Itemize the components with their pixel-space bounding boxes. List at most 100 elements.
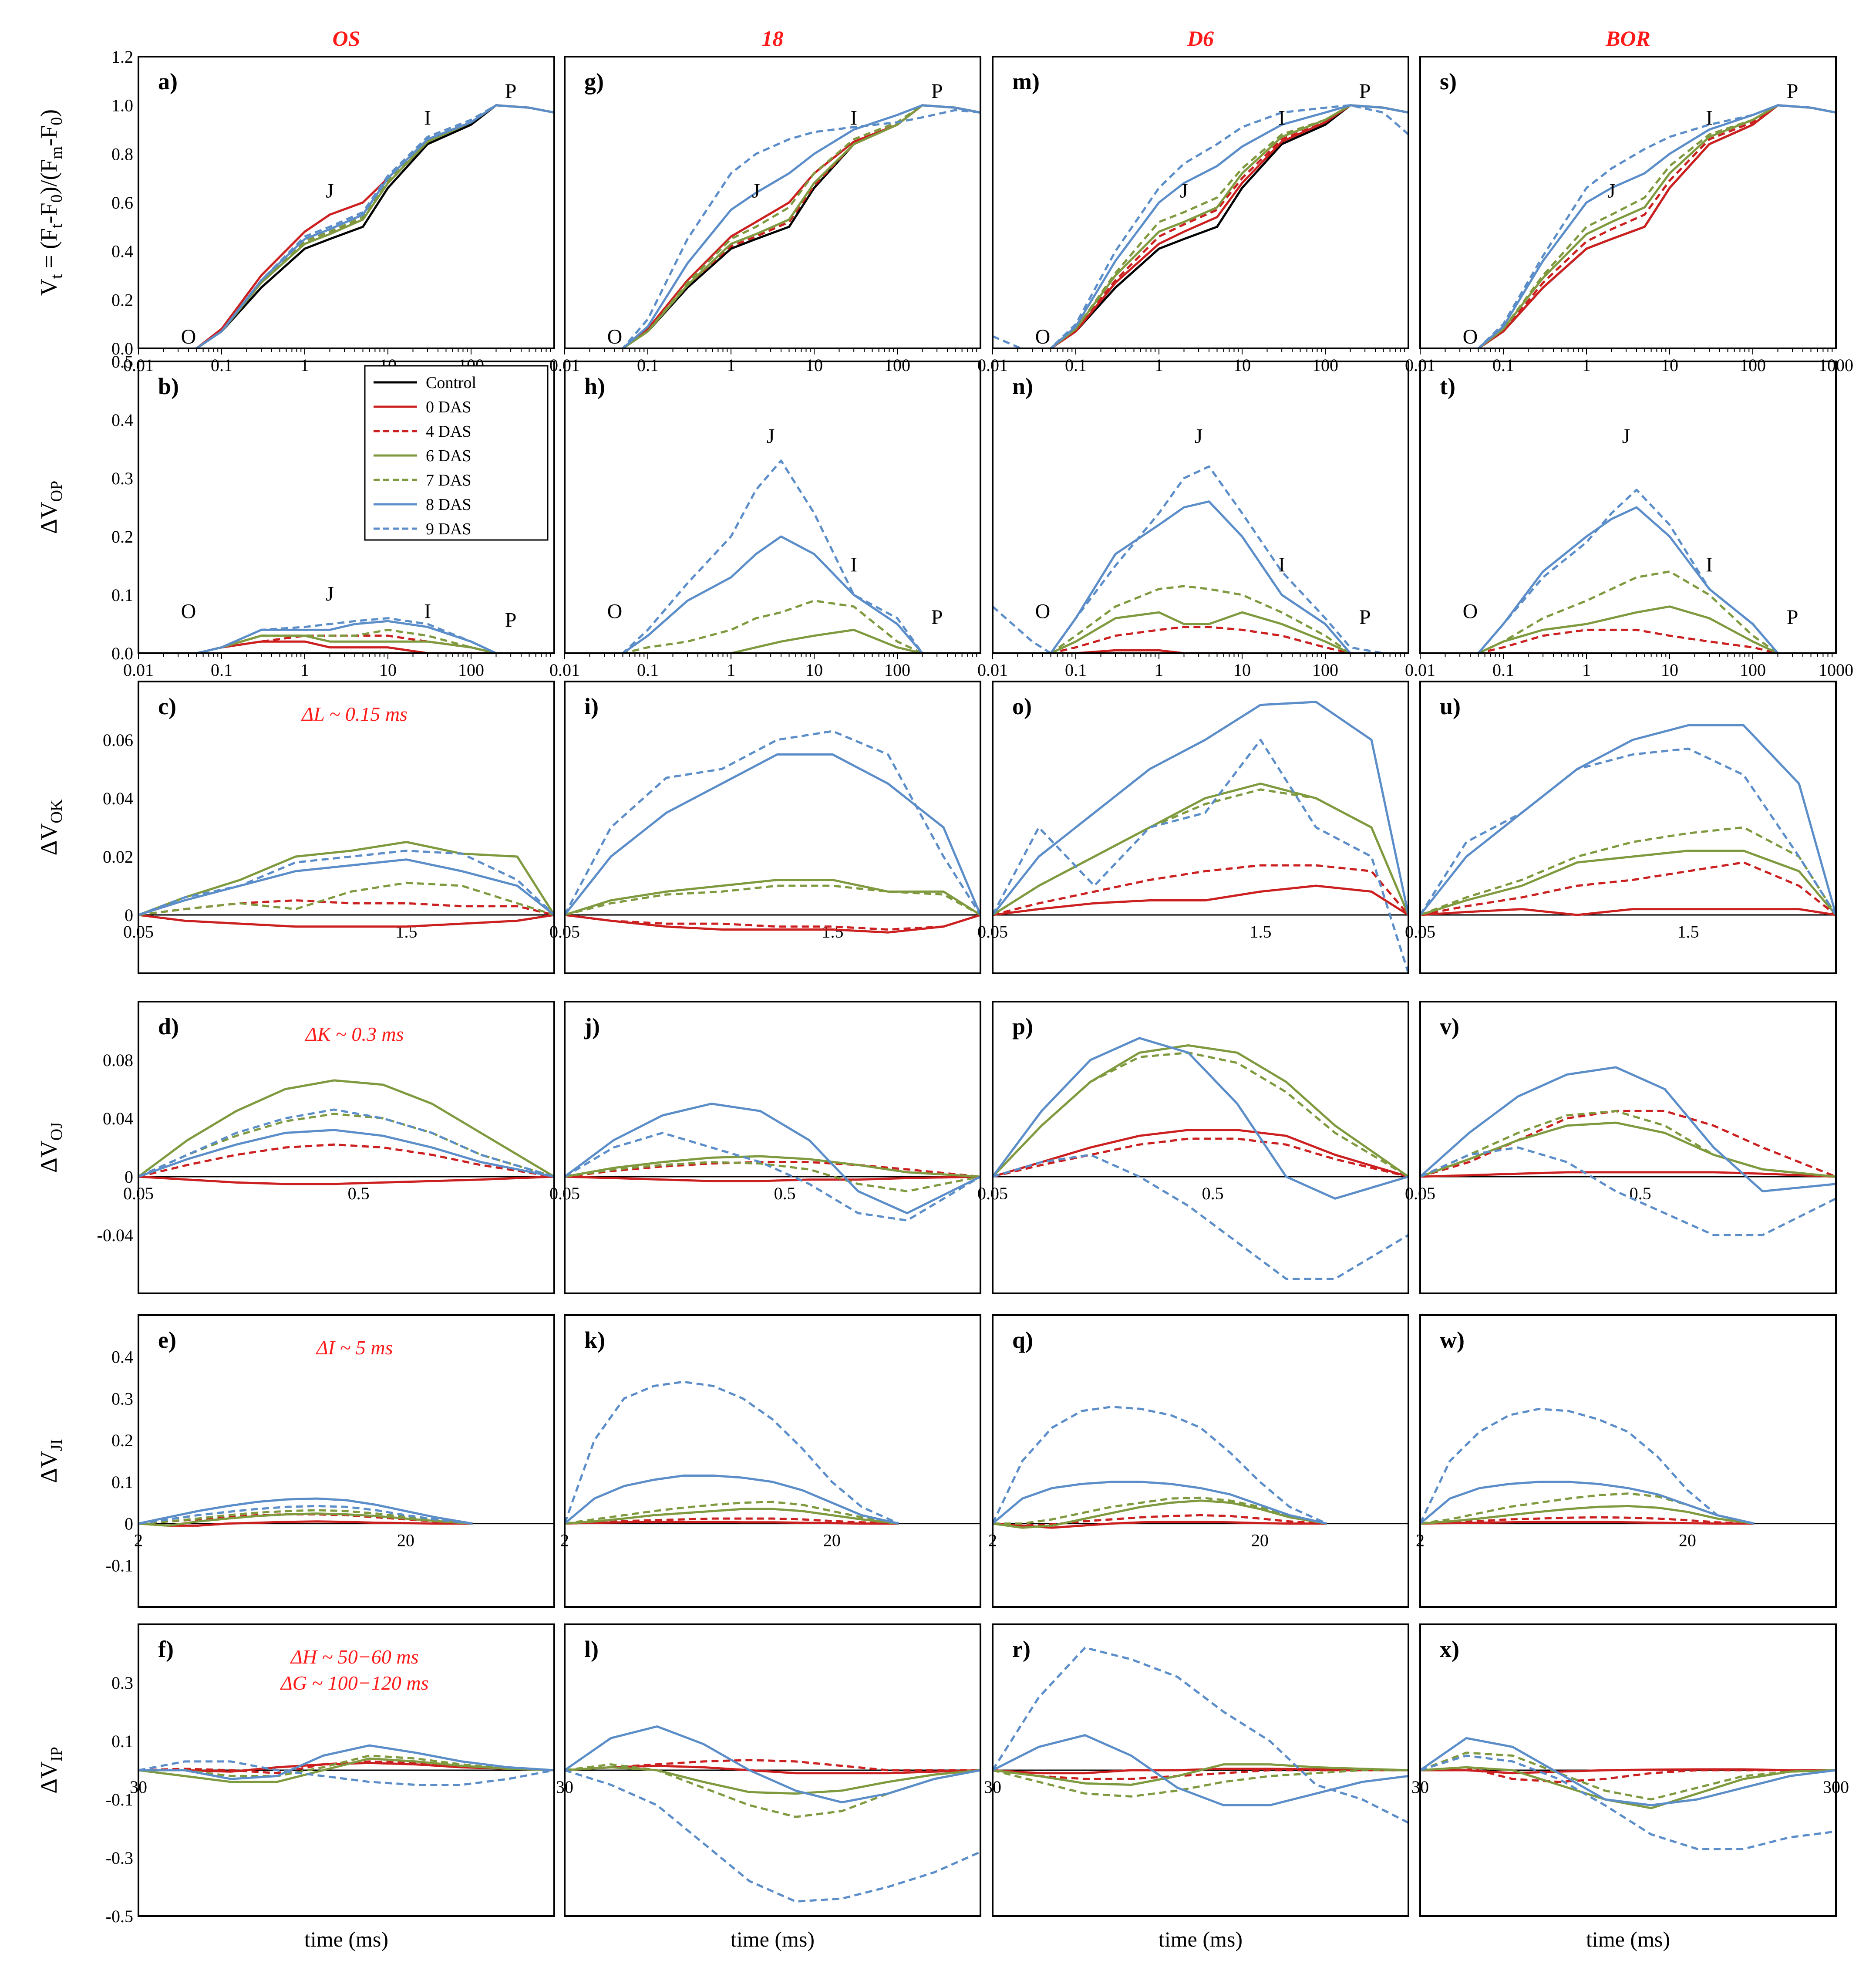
curve-point-label: I <box>424 600 431 623</box>
panel: 0.05 0.5j) <box>549 1001 981 1294</box>
column-title: 18 <box>762 26 784 51</box>
y-tick-label: 0.3 <box>111 469 133 488</box>
series-line-6-das <box>1420 1505 1755 1525</box>
panel: 0.05 1.5u) <box>1405 681 1837 974</box>
x-tick-label: 1.5 <box>822 922 843 942</box>
series-line-9-das <box>1420 1407 1755 1525</box>
series-line-7-das <box>138 1113 554 1178</box>
curve-point-label: O <box>181 325 196 348</box>
x-tick-label: 0.5 <box>774 1184 796 1203</box>
y-tick-label: 0.0 <box>111 339 133 358</box>
series-line-7-das <box>993 1769 1408 1798</box>
series-line-0-das <box>1474 104 1836 348</box>
legend-entry: 0 DAS <box>426 398 472 416</box>
panel: 0.01 0.1 1 10 100 1000 t) O J I P <box>1405 361 1853 680</box>
y-tick-label: -0.5 <box>106 1907 133 1926</box>
panel-frame <box>992 1001 1409 1294</box>
y-tick-label: 0.04 <box>103 789 133 808</box>
series-line-6-das <box>138 841 554 916</box>
legend: Control 0 DAS 4 DAS 6 DAS 7 DAS 8 DAS 9 DAS <box>364 365 549 541</box>
legend-entry: Control <box>426 374 476 392</box>
panel-label: x) <box>1440 1636 1459 1662</box>
x-tick-label: 10 <box>1661 355 1678 375</box>
series-line-4-das <box>1420 1516 1755 1525</box>
column-title: OS <box>333 26 360 51</box>
y-tick-label: 0.3 <box>111 1673 133 1693</box>
curve-point-label: I <box>1278 106 1285 129</box>
annotation: ΔH ~ 50−60 ms <box>290 1646 419 1668</box>
series-line-4-das <box>993 1769 1408 1780</box>
legend-entry: 6 DAS <box>426 447 472 465</box>
series-line-7-das <box>565 1161 980 1192</box>
annotation: ΔI ~ 5 ms <box>316 1336 393 1359</box>
series-line-9-das <box>138 617 554 653</box>
series-line-4-das <box>565 914 980 931</box>
panel: 2 20w) <box>1416 1314 1837 1608</box>
panel-label: g) <box>584 68 604 94</box>
x-tick-label: 0.5 <box>1202 1184 1224 1203</box>
curve-point-label: P <box>1359 80 1371 103</box>
series-line-6-das <box>138 1512 473 1527</box>
panel: 0.05 0.5d) ΔK ~ 0.3 ms <box>123 1001 555 1294</box>
x-axis-label: time (ms) <box>1159 1927 1243 1951</box>
y-axis-label-sub: OJ <box>47 1122 66 1141</box>
y-tick-label: -0.1 <box>106 1556 133 1575</box>
panel-frame <box>1419 361 1837 654</box>
series-line-9-das <box>565 730 980 916</box>
series-line-6-das <box>1474 104 1836 348</box>
series-line-0-das <box>565 914 980 934</box>
panel-frame <box>138 1623 555 1917</box>
panel: 0.01 0.1 1 10 100 h) O J I P <box>549 361 981 680</box>
panel: 30l)time (ms) <box>556 1623 981 1951</box>
series-line-7-das <box>1046 104 1408 348</box>
series-line-0-das <box>138 1520 473 1527</box>
y-tick-label: 0.2 <box>111 1431 133 1450</box>
curve-point-label: J <box>326 179 334 202</box>
x-tick-label: 10 <box>805 355 823 375</box>
panel-frame <box>992 361 1409 654</box>
curve-point-label: J <box>767 425 775 448</box>
x-tick-label: 100 <box>458 660 484 680</box>
panel-frame <box>1419 1314 1837 1608</box>
curve-point-label: J <box>326 582 334 605</box>
x-tick-label: 1 <box>1155 355 1163 375</box>
series-line-4-das <box>565 1759 980 1772</box>
curve-point-label: P <box>931 80 943 103</box>
y-axis-label-sub: t <box>47 274 66 279</box>
series-line-4-das <box>1474 104 1836 348</box>
y-tick-label: 0.4 <box>111 1347 133 1367</box>
series-line-6-das <box>993 783 1408 916</box>
curve-point-label: I <box>1706 106 1713 129</box>
x-tick-label: 0.1 <box>1065 355 1087 375</box>
x-tick-label: 10 <box>1233 355 1251 375</box>
curve-point-label: P <box>1787 606 1799 629</box>
panel-label: t) <box>1440 373 1455 399</box>
x-tick-label: 10 <box>805 660 823 680</box>
series-line-7-das <box>138 1509 473 1525</box>
panel-frame <box>138 1001 555 1294</box>
x-tick-label: 0.1 <box>211 660 232 680</box>
panel-label: l) <box>584 1636 599 1662</box>
panel-label: p) <box>1012 1013 1033 1039</box>
curve-point-label: P <box>1787 80 1799 103</box>
x-tick-label: 20 <box>823 1531 841 1550</box>
panel-label: u) <box>1440 693 1461 719</box>
panel-frame <box>1419 56 1837 349</box>
panel-label: j) <box>584 1013 600 1039</box>
series-line-4-das <box>618 104 980 348</box>
y-axis-label: ΔVIP <box>36 1747 66 1794</box>
series-line-4-das <box>1046 104 1408 348</box>
series-line-8-das <box>993 1481 1327 1525</box>
panel-frame <box>138 1314 555 1608</box>
series-line-6-das <box>1420 1766 1836 1809</box>
y-axis-label-sub: OK <box>47 799 66 823</box>
y-tick-label: -0.3 <box>106 1848 133 1868</box>
y-tick-label: 0.2 <box>111 527 133 547</box>
curve-point-label: I <box>1278 553 1285 576</box>
x-tick-label: 0.1 <box>1492 355 1514 375</box>
x-tick-label: 0.1 <box>1492 660 1514 680</box>
curve-point-label: P <box>931 606 943 629</box>
